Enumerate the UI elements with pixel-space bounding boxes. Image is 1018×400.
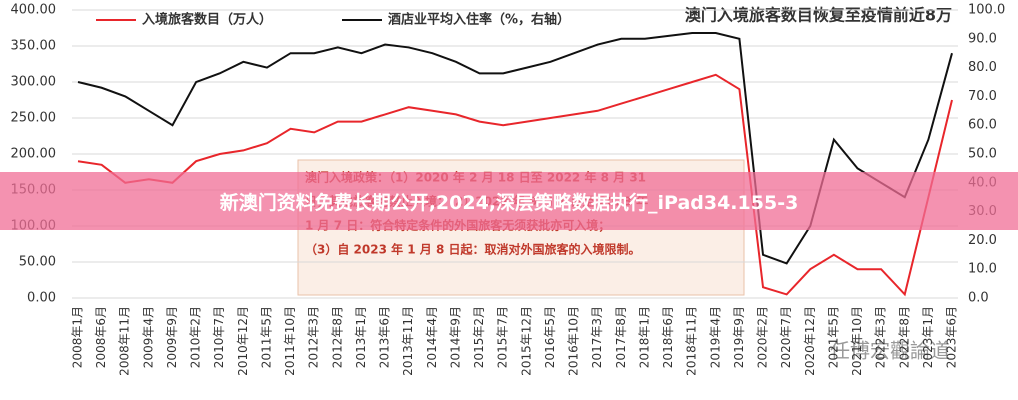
y-tick-label: 0.00 — [27, 291, 56, 306]
banner-bar: 新澳门资料免费长期公开,2024,深层策略数据执行_iPad34.155-3 — [0, 172, 1018, 230]
x-tick-label: 2011年5月 — [259, 306, 273, 368]
x-tick-label: 2013年11月 — [401, 306, 415, 376]
y2-tick-label: 100.0 — [968, 3, 1005, 18]
x-tick-label: 2019年4月 — [708, 306, 722, 368]
x-tick-label: 2013年6月 — [378, 306, 392, 368]
x-tick-label: 2009年4月 — [141, 306, 155, 368]
x-tick-label: 2018年1月 — [637, 306, 651, 368]
watermark: 任博宏觀論道 — [830, 339, 950, 363]
x-tick-label: 2011年10月 — [283, 306, 297, 376]
y-tick-label: 200.00 — [11, 147, 57, 162]
y-tick-label: 400.00 — [11, 3, 57, 18]
x-tick-label: 2020年12月 — [803, 306, 817, 376]
y2-tick-label: 0.0 — [968, 291, 989, 306]
y-tick-label: 250.00 — [11, 111, 57, 126]
x-tick-label: 2012年3月 — [307, 306, 321, 368]
y2-tick-label: 90.0 — [968, 31, 997, 46]
legend-label: 酒店业平均入住率（%，右轴） — [388, 12, 570, 28]
x-tick-label: 2017年3月 — [590, 306, 604, 368]
x-tick-label: 2021年5月 — [826, 306, 840, 368]
x-tick-label: 2009年9月 — [165, 306, 179, 368]
legend-label: 入境旅客数目（万人） — [142, 12, 272, 28]
x-tick-label: 2015年7月 — [496, 306, 510, 368]
x-tick-label: 2013年1月 — [354, 306, 368, 368]
x-tick-label: 2008年6月 — [94, 306, 108, 368]
x-tick-label: 2022年3月 — [874, 306, 888, 368]
y-tick-label: 50.00 — [19, 255, 56, 270]
y2-tick-label: 20.0 — [968, 233, 997, 248]
y2-tick-label: 70.0 — [968, 89, 997, 104]
y2-tick-label: 60.0 — [968, 118, 997, 133]
x-tick-label: 2014年9月 — [448, 306, 462, 368]
x-tick-label: 2020年2月 — [756, 306, 770, 368]
x-tick-label: 2008年1月 — [71, 306, 85, 368]
chart-title: 澳门入境旅客数目恢复至疫情前近8万 — [685, 6, 952, 25]
x-tick-label: 2010年7月 — [212, 306, 226, 368]
x-tick-label: 2023年6月 — [945, 306, 959, 368]
x-tick-label: 2021年10月 — [850, 306, 864, 376]
x-tick-label: 2015年2月 — [472, 306, 486, 368]
series-line — [77, 73, 953, 297]
x-tick-label: 2020年7月 — [779, 306, 793, 368]
x-tick-label: 2010年12月 — [236, 306, 250, 376]
x-tick-label: 2012年8月 — [330, 306, 344, 368]
banner-text: 新澳门资料免费长期公开,2024,深层策略数据执行_iPad34.155-3 — [219, 191, 799, 214]
x-tick-label: 2023年1月 — [921, 306, 935, 368]
x-tick-label: 2015年12月 — [519, 306, 533, 376]
annotation: （3）自 2023 年 1 月 8 日起：取消对外国旅客的入境限制。 — [305, 242, 641, 257]
x-tick-label: 2008年11月 — [118, 306, 132, 376]
x-tick-label: 2014年4月 — [425, 306, 439, 368]
y2-tick-label: 50.0 — [968, 147, 997, 162]
x-tick-label: 2019年9月 — [732, 306, 746, 368]
series-line — [77, 32, 953, 265]
x-tick-label: 2016年10月 — [567, 306, 581, 376]
x-tick-label: 2018年6月 — [661, 306, 675, 368]
x-tick-label: 2017年8月 — [614, 306, 628, 368]
x-tick-label: 2016年5月 — [543, 306, 557, 368]
y2-tick-label: 80.0 — [968, 60, 997, 75]
x-tick-label: 2018年11月 — [685, 306, 699, 376]
x-tick-label: 2022年8月 — [897, 306, 911, 368]
y-tick-label: 350.00 — [11, 39, 57, 54]
x-tick-label: 2010年2月 — [189, 306, 203, 368]
y-tick-label: 300.00 — [11, 75, 57, 90]
y2-tick-label: 10.0 — [968, 262, 997, 277]
